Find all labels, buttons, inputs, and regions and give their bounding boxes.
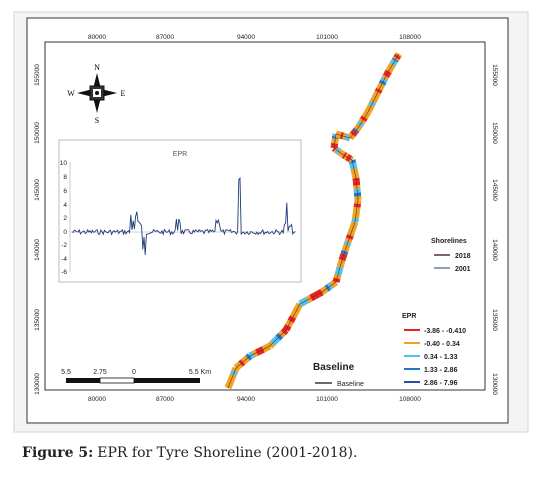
y-tick-left: 135000 xyxy=(34,309,41,331)
y-tick-left: 145000 xyxy=(34,179,41,201)
y-tick-right: 145000 xyxy=(491,179,498,201)
baseline-legend-title: Baseline xyxy=(313,362,355,373)
inset-y-tick: 10 xyxy=(60,160,68,167)
y-tick-left: 140000 xyxy=(34,239,41,261)
caption-label: Figure 5: xyxy=(22,445,94,461)
inset-epr-series xyxy=(71,176,296,255)
epr-class-4-label: 1.33 - 2.86 xyxy=(424,367,458,374)
caption-text: EPR for Tyre Shoreline (2001-2018). xyxy=(97,445,358,461)
inset-y-tick: 2 xyxy=(63,215,67,222)
inset-y-tick: -6 xyxy=(61,269,67,276)
shoreline-2018-label: 2018 xyxy=(455,253,471,260)
x-tick-bottom: 87000 xyxy=(156,396,174,403)
epr-legend: EPR -3.86 - -0.410 -0.40 - 0.34 0.34 - 1… xyxy=(402,313,466,387)
compass-rose: N S E W xyxy=(67,63,125,125)
scale-label-3: 0 xyxy=(132,369,136,376)
inset-y-tick: 4 xyxy=(63,202,67,209)
inset-y-tick: 6 xyxy=(63,188,67,195)
shoreline-outline xyxy=(227,53,400,389)
scale-label-1: 5.5 xyxy=(61,369,71,376)
compass-w-label: W xyxy=(67,89,75,98)
epr-class-5-label: 2.86 - 7.96 xyxy=(424,380,458,387)
x-tick-bottom: 108000 xyxy=(399,396,421,403)
x-tick-top: 94000 xyxy=(237,34,255,41)
compass-s-label: S xyxy=(95,116,99,125)
shoreline-2001-label: 2001 xyxy=(455,266,471,273)
y-tick-right: 130000 xyxy=(491,373,498,395)
compass-e-label: E xyxy=(121,89,126,98)
x-tick-bottom: 101000 xyxy=(316,396,338,403)
epr-class-3-label: 0.34 - 1.33 xyxy=(424,354,458,361)
x-tick-top: 87000 xyxy=(156,34,174,41)
y-tick-right: 140000 xyxy=(491,239,498,261)
y-tick-left: 155000 xyxy=(34,64,41,86)
x-tick-bottom: 80000 xyxy=(88,396,106,403)
y-tick-left: 150000 xyxy=(34,122,41,144)
x-tick-top: 108000 xyxy=(399,34,421,41)
x-tick-top: 80000 xyxy=(88,34,106,41)
inset-frame xyxy=(58,139,302,283)
inset-y-tick: -4 xyxy=(61,256,67,263)
shorelines-legend: Shorelines 2018 2001 xyxy=(431,238,471,273)
y-tick-labels-right: 155000 150000 145000 140000 135000 130000 xyxy=(491,64,498,395)
scale-bar: 5.5 2.75 0 5.5 Km xyxy=(61,369,211,384)
epr-legend-title: EPR xyxy=(402,313,416,320)
inset-title: EPR xyxy=(173,151,187,158)
x-tick-labels-top: 80000 87000 94000 101000 108000 xyxy=(88,34,421,41)
figure-caption: Figure 5: EPR for Tyre Shoreline (2001-20… xyxy=(22,445,522,461)
epr-inset-chart: EPR 10 8 6 4 2 0 -2 -4 -6 xyxy=(58,139,302,283)
inset-y-tick: 0 xyxy=(63,229,67,236)
scale-label-2: 2.75 xyxy=(93,369,107,376)
x-tick-labels-bottom: 80000 87000 94000 101000 108000 xyxy=(88,396,421,403)
x-tick-bottom: 94000 xyxy=(237,396,255,403)
compass-n-label: N xyxy=(94,63,100,72)
x-tick-top: 101000 xyxy=(316,34,338,41)
y-tick-right: 150000 xyxy=(491,122,498,144)
baseline-legend-label: Baseline xyxy=(337,381,364,388)
inset-y-tick: 8 xyxy=(63,174,67,181)
scale-label-4: 5.5 Km xyxy=(189,369,211,376)
epr-class-1-label: -3.86 - -0.410 xyxy=(424,328,466,335)
y-tick-right: 155000 xyxy=(491,64,498,86)
y-tick-labels-left: 155000 150000 145000 140000 135000 130000 xyxy=(34,64,41,395)
epr-class-2-label: -0.40 - 0.34 xyxy=(424,341,460,348)
y-tick-left: 130000 xyxy=(34,373,41,395)
y-tick-right: 135000 xyxy=(491,309,498,331)
inset-y-tick-labels: 10 8 6 4 2 0 -2 -4 -6 xyxy=(60,160,68,276)
coastline-epr-segments xyxy=(224,52,402,390)
shorelines-legend-title: Shorelines xyxy=(431,238,467,245)
baseline-legend: Baseline Baseline xyxy=(313,362,364,388)
inset-y-tick: -2 xyxy=(61,242,67,249)
